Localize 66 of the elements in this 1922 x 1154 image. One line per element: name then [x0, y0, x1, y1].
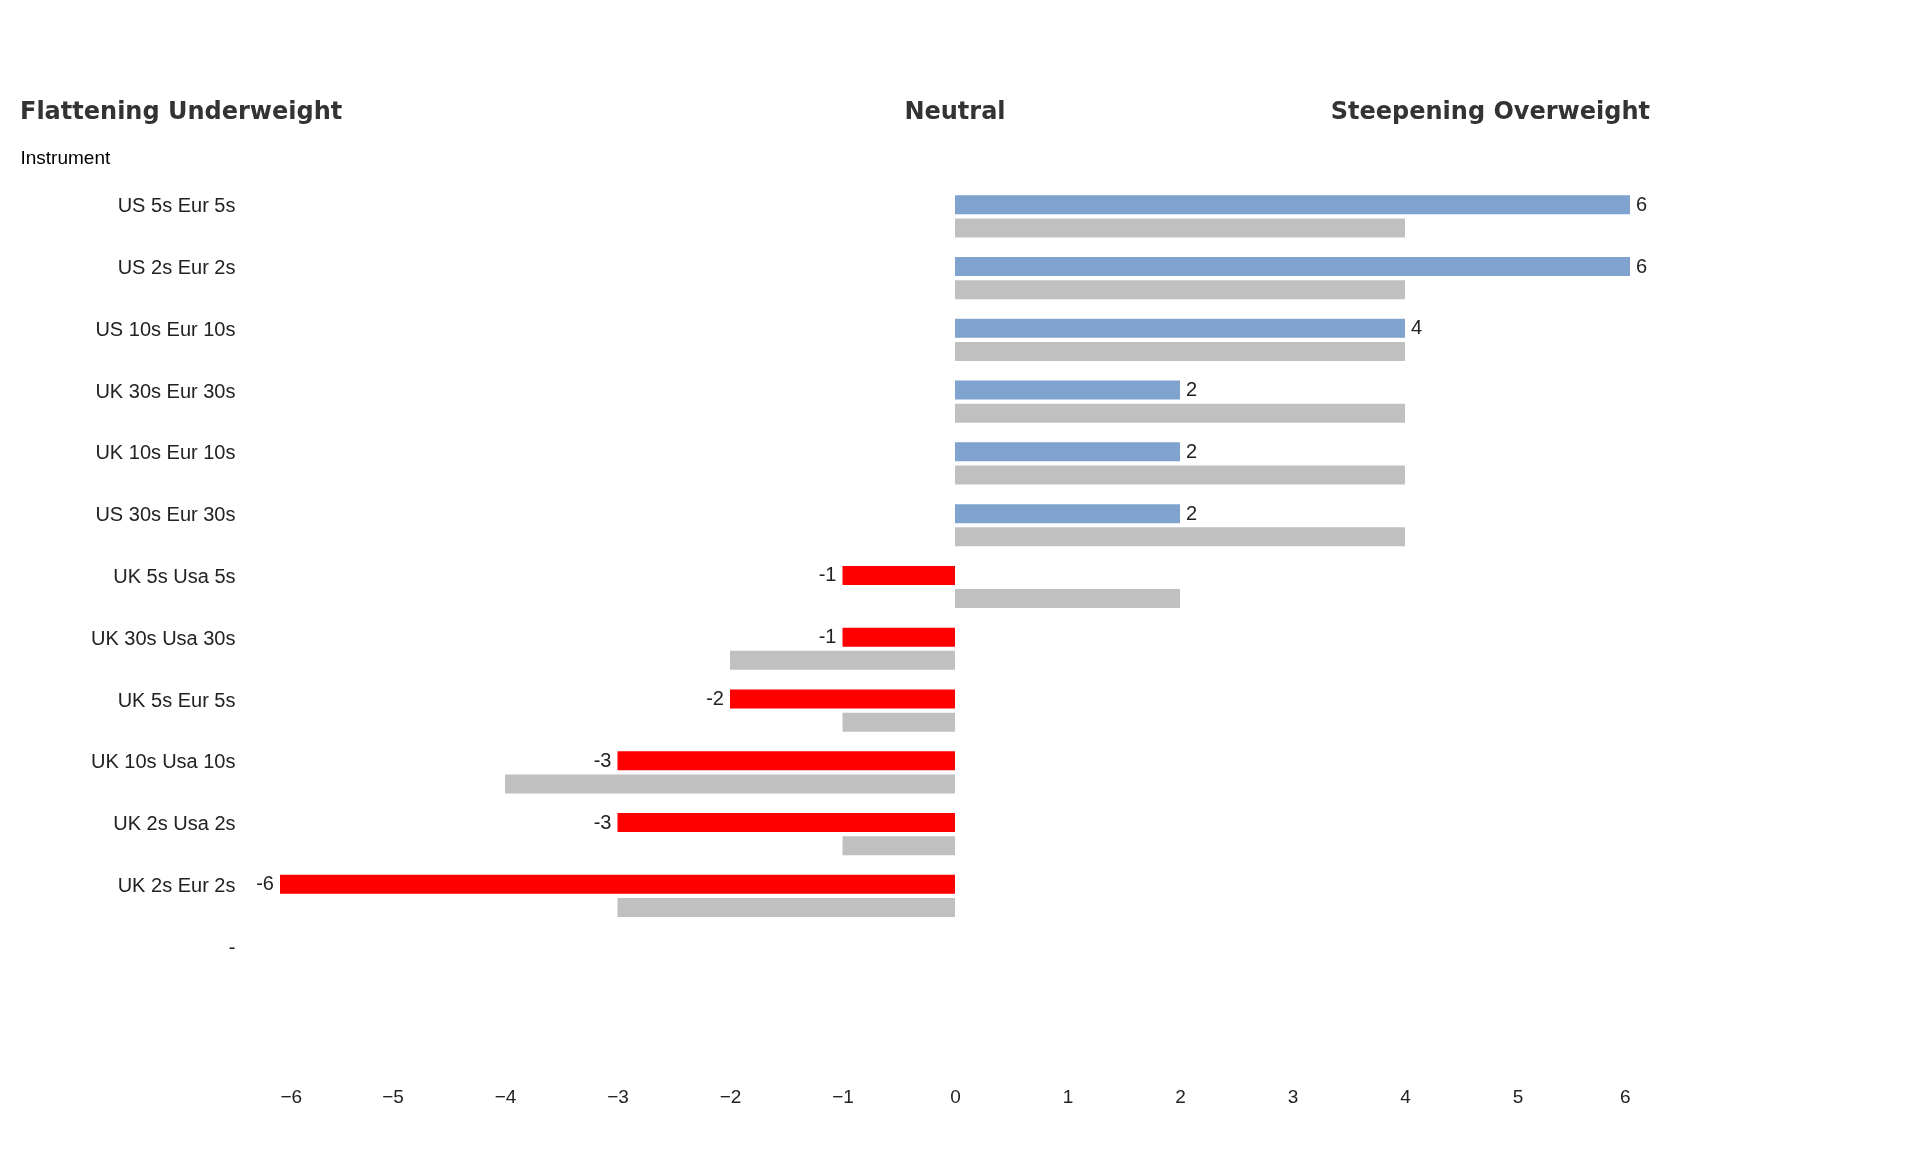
bar: [955, 341, 1405, 361]
bar: [955, 465, 1405, 485]
y-tick-label: UK 30s Eur 30s: [95, 379, 236, 402]
bar: [955, 442, 1180, 462]
y-tick-label: UK 5s Usa 5s: [113, 565, 236, 587]
data-label: -2: [706, 686, 724, 709]
data-label: -3: [593, 810, 612, 833]
x-tick-label: −6: [280, 1085, 303, 1107]
data-label: 2: [1186, 378, 1198, 401]
bar: [617, 897, 955, 917]
bar: [955, 195, 1630, 215]
x-tick-label: 0: [950, 1085, 961, 1107]
x-tick-label: −2: [719, 1085, 742, 1107]
data-label: 6: [1636, 192, 1648, 215]
y-tick-label: UK 2s Usa 2s: [113, 812, 236, 835]
bar: [730, 689, 955, 709]
bar: [617, 751, 955, 771]
data-label: -6: [256, 872, 274, 895]
text: Steepening Overweight: [1330, 97, 1650, 125]
x-tick-label: 1: [1062, 1085, 1074, 1107]
bar: [955, 257, 1630, 277]
x-tick-label: −3: [607, 1085, 629, 1107]
x-tick-label: 2: [1175, 1085, 1186, 1107]
bar: [280, 874, 955, 894]
x-tick-label: 5: [1512, 1085, 1524, 1107]
y-tick-label: UK 5s Eur 5s: [117, 688, 236, 711]
y-tick-label: UK 10s Eur 10s: [95, 441, 236, 464]
x-tick-label: −5: [382, 1085, 404, 1107]
data-label: -3: [593, 748, 612, 771]
bar: [617, 813, 955, 833]
text: Neutral: [904, 97, 1006, 125]
bar: [842, 712, 955, 732]
y-tick-label: UK 10s Usa 10s: [90, 750, 236, 773]
bar: [505, 774, 955, 794]
x-tick-label: −1: [832, 1085, 854, 1107]
y-tick-label: US 10s Eur 10s: [95, 317, 236, 340]
x-tick-label: −4: [494, 1085, 517, 1107]
y-tick-label: UK 2s Eur 2s: [117, 873, 236, 896]
bar: [955, 403, 1405, 423]
bar: [955, 280, 1405, 300]
y-tick-label: US 5s Eur 5s: [117, 194, 236, 217]
bar: [955, 380, 1180, 400]
x-tick-label: 3: [1287, 1085, 1299, 1107]
bar: [842, 565, 955, 585]
x-tick-label: 6: [1619, 1085, 1631, 1107]
data-label: 2: [1186, 501, 1198, 524]
bar: [842, 836, 955, 856]
data-label: 2: [1186, 439, 1198, 462]
bar: [955, 504, 1180, 524]
x-tick-label: 4: [1400, 1085, 1412, 1107]
bar: [842, 627, 955, 647]
y-tick-label: -: [228, 935, 236, 958]
data-label: 6: [1636, 254, 1648, 277]
y-tick-label: US 30s Eur 30s: [95, 503, 236, 526]
y-tick-label: UK 30s Usa 30s: [90, 626, 236, 649]
y-axis-title: Instrument: [20, 146, 111, 168]
data-label: 4: [1411, 316, 1423, 339]
chart-title: Flattening Underweight: [20, 97, 343, 125]
bar: [955, 589, 1180, 609]
bar: [955, 318, 1405, 338]
bar: [955, 527, 1405, 547]
data-label: -1: [818, 563, 837, 586]
bar: [730, 650, 955, 670]
bar: [955, 218, 1405, 238]
y-tick-label: US 2s Eur 2s: [117, 256, 236, 279]
data-label: -1: [818, 625, 837, 648]
